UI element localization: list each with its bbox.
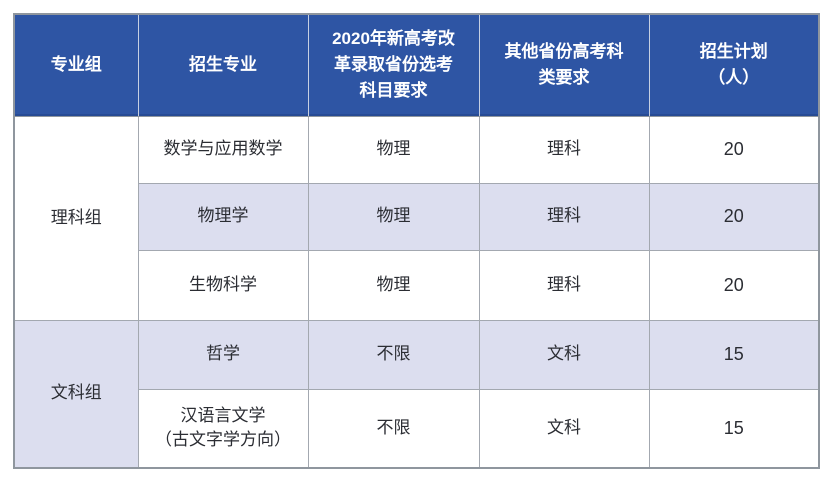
plan-cell: 20 xyxy=(648,182,820,251)
plan-cell: 15 xyxy=(648,388,820,469)
header-admission-major: 招生专业 xyxy=(137,14,309,117)
header-2020-elective-requirement: 2020年新高考改 革录取省份选考 科目要求 xyxy=(307,14,480,117)
major-cell: 汉语言文学 （古文字学方向） xyxy=(137,388,309,469)
header-other-province-category: 其他省份高考科 类要求 xyxy=(478,14,650,117)
category-cell: 理科 xyxy=(478,115,650,184)
elective-cell: 不限 xyxy=(307,388,480,469)
table-row: 文科组 哲学 不限 文科 15 xyxy=(13,319,820,469)
elective-cell: 物理 xyxy=(307,249,480,321)
major-cell: 数学与应用数学 xyxy=(137,115,309,184)
elective-cell: 物理 xyxy=(307,182,480,251)
major-cell: 哲学 xyxy=(137,319,309,390)
plan-cell: 15 xyxy=(648,319,820,390)
plan-cell: 20 xyxy=(648,115,820,184)
category-cell: 理科 xyxy=(478,249,650,321)
group-cell-science: 理科组 xyxy=(13,115,139,321)
table-row: 生物科学 物理 理科 20 xyxy=(14,249,820,321)
category-cell: 文科 xyxy=(478,319,650,390)
major-cell: 物理学 xyxy=(137,182,309,251)
category-cell: 文科 xyxy=(478,388,650,469)
group-cell-liberal-arts: 文科组 xyxy=(13,319,139,469)
elective-cell: 不限 xyxy=(307,319,480,390)
header-major-group: 专业组 xyxy=(13,14,139,117)
admission-plan-table: 专业组 招生专业 2020年新高考改 革录取省份选考 科目要求 其他省份高考科 … xyxy=(13,13,820,469)
table-row: 汉语言文学 （古文字学方向） 不限 文科 15 xyxy=(14,388,820,469)
header-row: 专业组 招生专业 2020年新高考改 革录取省份选考 科目要求 其他省份高考科 … xyxy=(13,14,820,117)
category-cell: 理科 xyxy=(478,182,650,251)
elective-cell: 物理 xyxy=(307,115,480,184)
plan-cell: 20 xyxy=(648,249,820,321)
major-cell: 生物科学 xyxy=(137,249,309,321)
table-row: 物理学 物理 理科 20 xyxy=(14,182,820,251)
header-admission-plan: 招生计划 （人） xyxy=(648,14,820,117)
table-row: 理科组 数学与应用数学 物理 理科 20 xyxy=(13,115,820,321)
